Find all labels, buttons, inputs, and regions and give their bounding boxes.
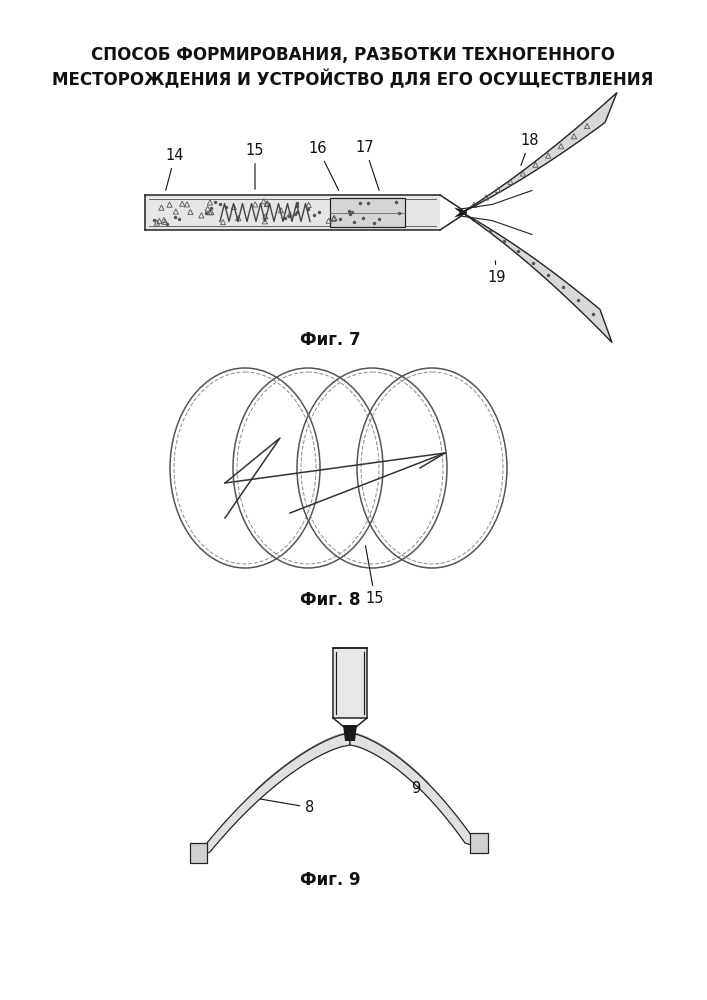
Text: 8: 8: [260, 799, 315, 815]
Text: Фиг. 7: Фиг. 7: [300, 331, 361, 349]
Polygon shape: [454, 208, 467, 218]
Polygon shape: [462, 213, 612, 342]
Polygon shape: [462, 93, 617, 213]
Text: СПОСОБ ФОРМИРОВАНИЯ, РАЗБОТКИ ТЕХНОГЕННОГО: СПОСОБ ФОРМИРОВАНИЯ, РАЗБОТКИ ТЕХНОГЕННО…: [91, 46, 615, 64]
Polygon shape: [190, 843, 207, 863]
Text: 9: 9: [411, 781, 420, 796]
Text: 17: 17: [356, 140, 379, 190]
Polygon shape: [333, 648, 367, 718]
Polygon shape: [470, 833, 488, 853]
Polygon shape: [195, 733, 350, 858]
Text: 19: 19: [488, 261, 506, 285]
Polygon shape: [330, 198, 405, 227]
Text: 15: 15: [246, 143, 264, 189]
Polygon shape: [343, 725, 357, 741]
Text: 15: 15: [366, 546, 384, 606]
Text: 14: 14: [165, 148, 185, 190]
Polygon shape: [350, 733, 480, 848]
Text: МЕСТОРОЖДЕНИЯ И УСТРОЙСТВО ДЛЯ ЕГО ОСУЩЕСТВЛЕНИЯ: МЕСТОРОЖДЕНИЯ И УСТРОЙСТВО ДЛЯ ЕГО ОСУЩЕ…: [52, 70, 654, 90]
Text: 16: 16: [309, 141, 339, 191]
Text: Фиг. 8: Фиг. 8: [300, 591, 361, 609]
Polygon shape: [145, 195, 440, 230]
Text: 18: 18: [521, 133, 539, 165]
Text: Фиг. 9: Фиг. 9: [300, 871, 361, 889]
